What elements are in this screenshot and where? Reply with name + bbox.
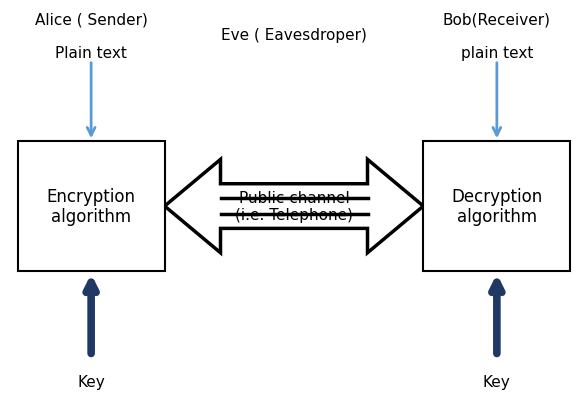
Text: Decryption
algorithm: Decryption algorithm	[451, 187, 543, 226]
Bar	[18, 142, 165, 271]
Polygon shape	[165, 160, 423, 253]
Polygon shape	[220, 198, 368, 215]
Text: Encryption
algorithm: Encryption algorithm	[46, 187, 136, 226]
Text: Key: Key	[77, 374, 105, 389]
Text: Alice ( Sender): Alice ( Sender)	[35, 12, 148, 27]
Bar	[423, 142, 570, 271]
Text: Plain text: Plain text	[55, 46, 127, 61]
Text: plain text: plain text	[460, 46, 533, 61]
Text: Bob(Receiver): Bob(Receiver)	[443, 12, 551, 27]
Text: Public channel
(i.e. Telephone): Public channel (i.e. Telephone)	[235, 190, 353, 223]
Text: Key: Key	[483, 374, 511, 389]
Text: Eve ( Eavesdroper): Eve ( Eavesdroper)	[221, 28, 367, 43]
